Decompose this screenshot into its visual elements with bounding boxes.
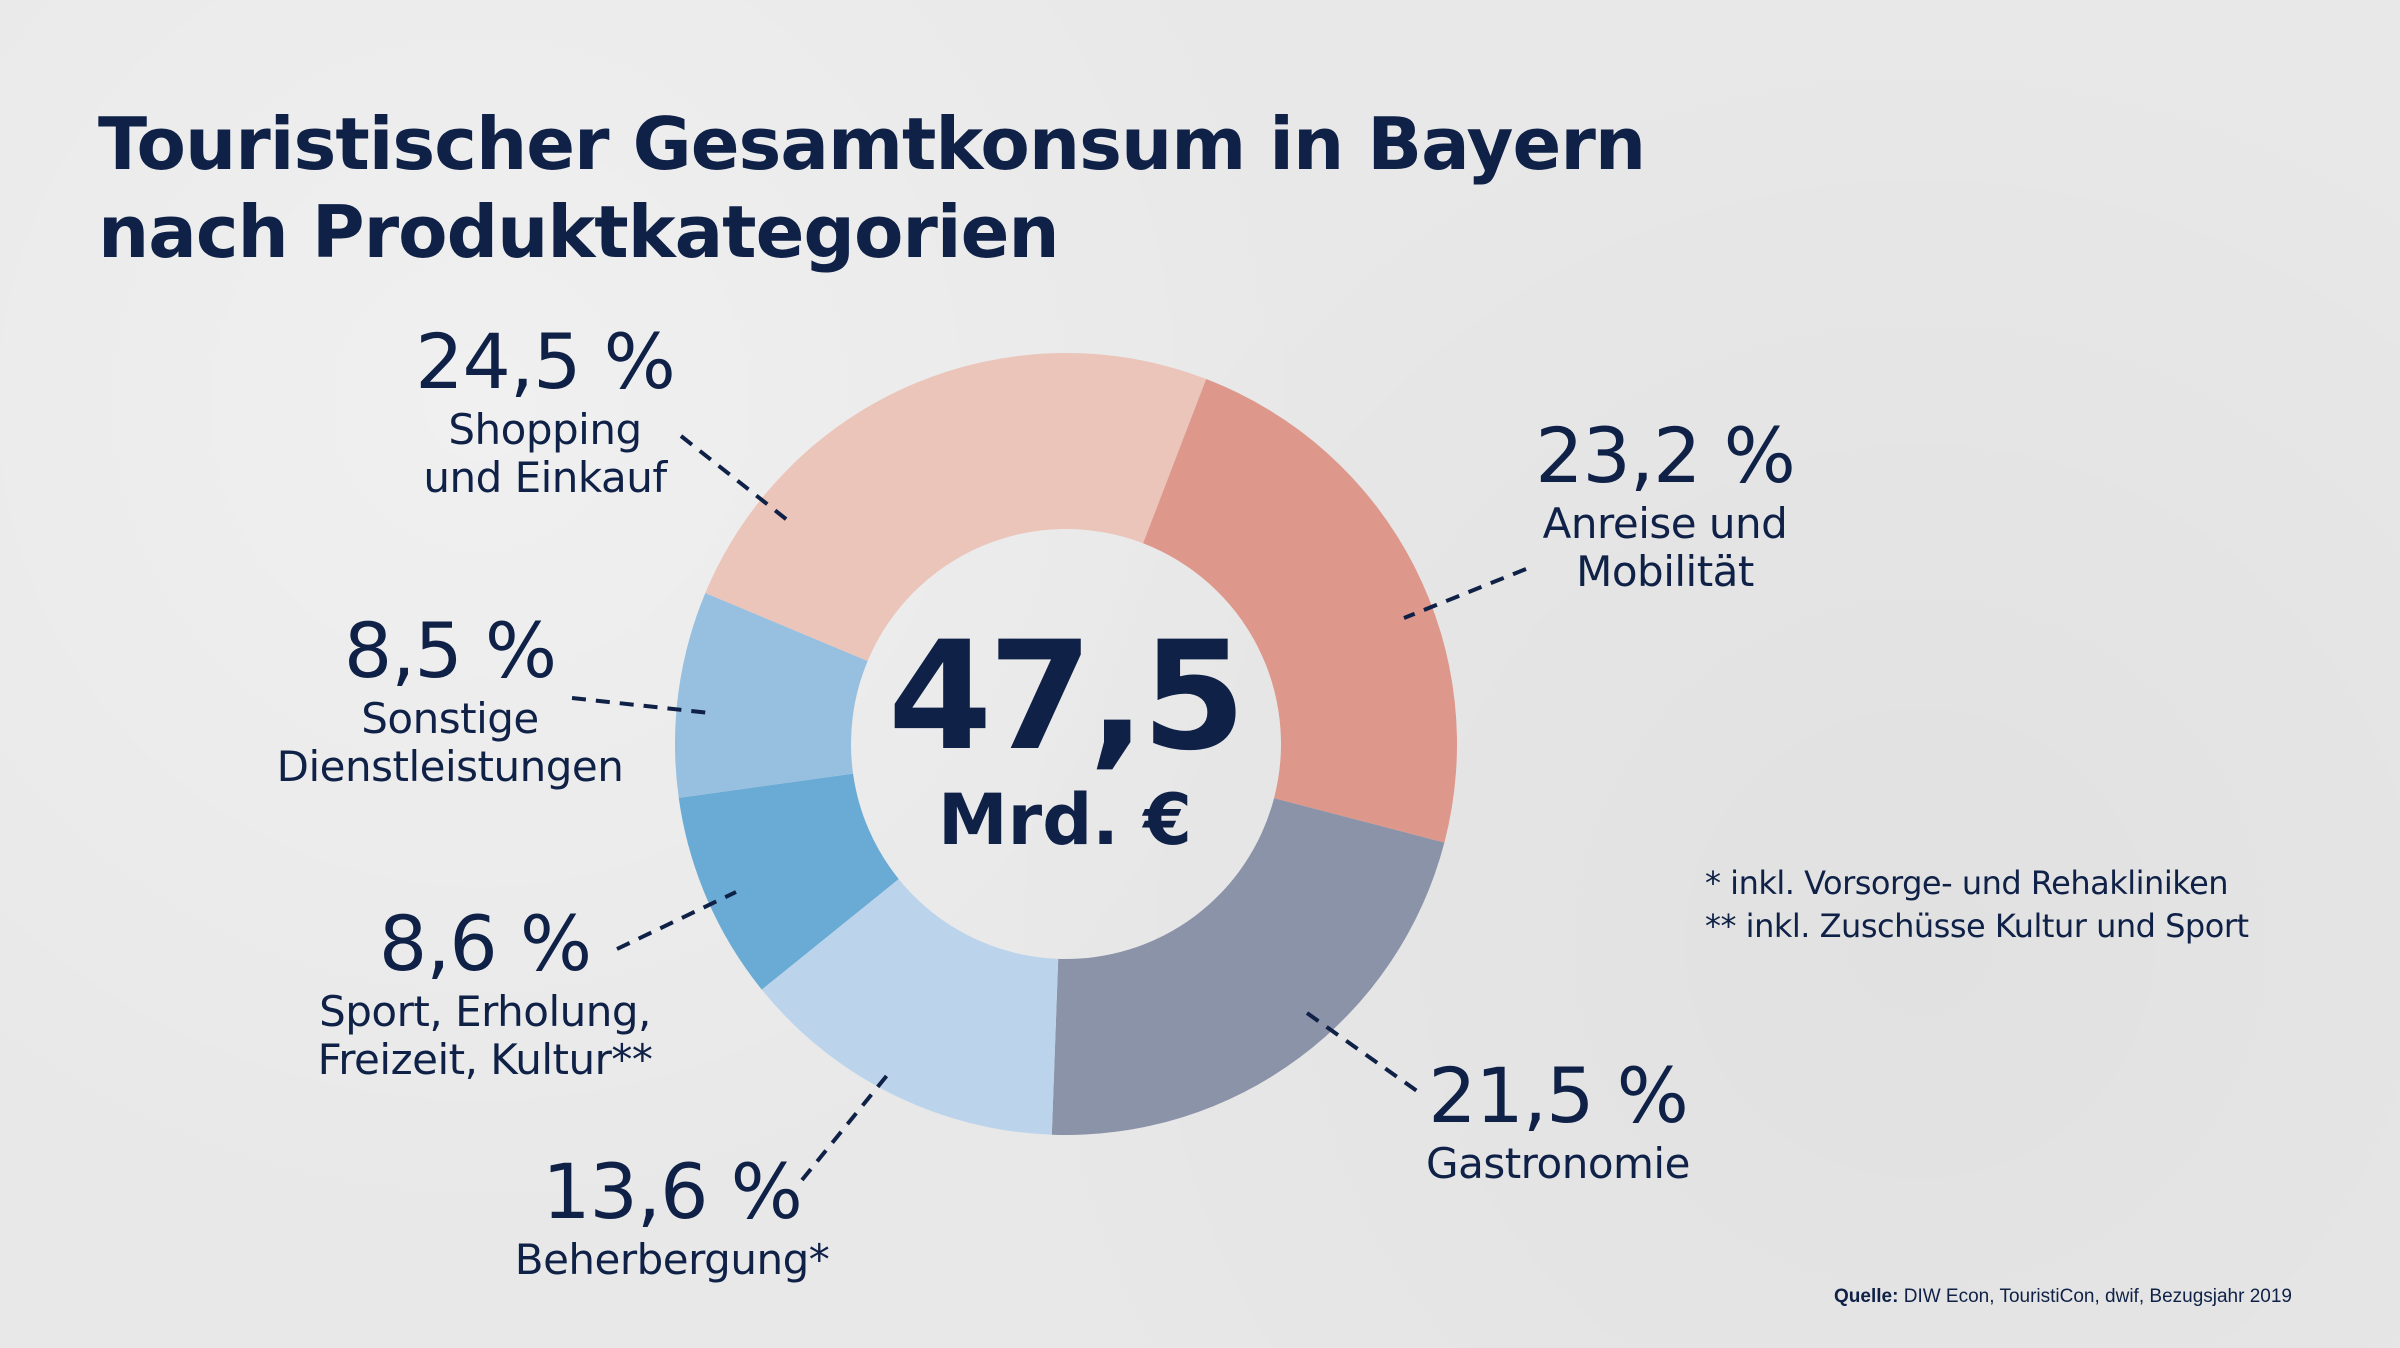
- segment-sonstige: [675, 593, 868, 798]
- label-shopping: 24,5 % Shopping und Einkauf: [345, 318, 745, 502]
- label-sport: 8,6 % Sport, Erholung, Freizeit, Kultur*…: [285, 900, 685, 1084]
- name-shopping-line2: und Einkauf: [423, 453, 667, 502]
- name-sonstige-line1: Sonstige: [361, 694, 539, 743]
- leader-lines: [571, 434, 1527, 1182]
- pct-shopping: 24,5 %: [415, 317, 676, 406]
- label-sonstige: 8,5 % Sonstige Dienstleistungen: [250, 607, 650, 791]
- name-shopping-line1: Shopping: [448, 405, 642, 454]
- footnote-2: ** inkl. Zuschüsse Kultur und Sport: [1705, 907, 2249, 945]
- chart-title: Touristischer Gesamtkonsum in Bayern nac…: [98, 100, 1646, 276]
- name-sport-line2: Freizeit, Kultur**: [317, 1035, 653, 1084]
- label-beherbergung: 13,6 % Beherbergung*: [472, 1148, 872, 1284]
- footnote-1: * inkl. Vorsorge- und Rehakliniken: [1705, 864, 2229, 902]
- label-anreise: 23,2 % Anreise und Mobilität: [1465, 412, 1865, 596]
- leader-line-sport: [616, 890, 737, 951]
- segment-gastronomie: [1051, 798, 1445, 1135]
- label-gastronomie: 21,5 % Gastronomie: [1358, 1052, 1758, 1188]
- name-anreise-line2: Mobilität: [1576, 547, 1754, 596]
- name-sport-line1: Sport, Erholung,: [319, 987, 651, 1036]
- pct-anreise: 23,2 %: [1535, 411, 1796, 500]
- leader-line-anreise: [1403, 567, 1527, 620]
- segment-shopping: [705, 353, 1207, 661]
- title-line-2: nach Produktkategorien: [98, 190, 1060, 274]
- pct-beherbergung: 13,6 %: [542, 1147, 803, 1236]
- name-beherbergung-line1: Beherbergung*: [514, 1235, 830, 1284]
- source-text: DIW Econ, TouristiCon, dwif, Bezugsjahr …: [1898, 1286, 2292, 1307]
- pct-sonstige: 8,5 %: [343, 606, 557, 695]
- source-note: Quelle: DIW Econ, TouristiCon, dwif, Bez…: [1834, 1286, 2292, 1308]
- segment-beherbergung: [761, 879, 1059, 1135]
- total-value: 47,5: [887, 610, 1246, 784]
- title-line-1: Touristischer Gesamtkonsum in Bayern: [98, 102, 1646, 186]
- donut-segments: [675, 353, 1457, 1135]
- footnotes: * inkl. Vorsorge- und Rehakliniken ** in…: [1705, 862, 2249, 948]
- name-gastronomie-line1: Gastronomie: [1426, 1139, 1690, 1188]
- pct-gastronomie: 21,5 %: [1428, 1051, 1689, 1140]
- segment-sport: [678, 773, 899, 990]
- pct-sport: 8,6 %: [378, 899, 592, 988]
- name-sonstige-line2: Dienstleistungen: [276, 742, 624, 791]
- name-anreise-line1: Anreise und: [1542, 499, 1788, 548]
- segment-anreise: [1143, 378, 1457, 843]
- total-unit: Mrd. €: [938, 779, 1192, 861]
- source-label: Quelle:: [1834, 1286, 1899, 1307]
